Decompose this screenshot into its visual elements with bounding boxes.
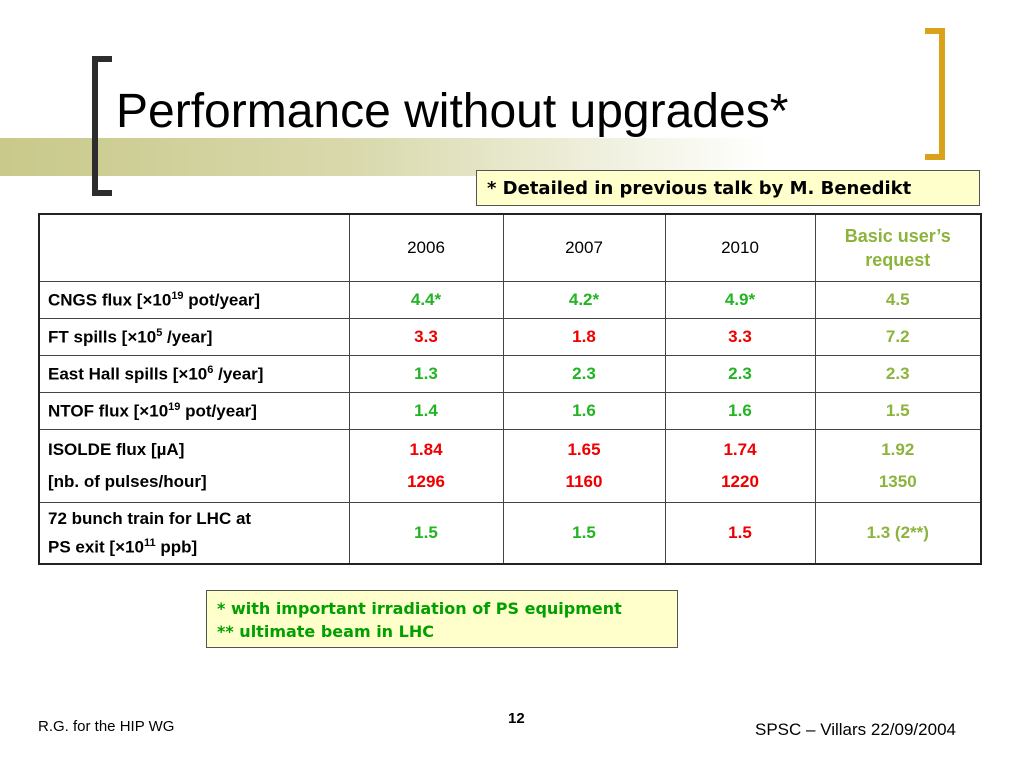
lhc-2006: 1.5 xyxy=(348,502,504,565)
footnote-irradiation: * with important irradiation of PS equip… xyxy=(217,599,622,618)
ft-label-base: 10 xyxy=(137,327,157,347)
ft-request: 7.2 xyxy=(814,318,982,356)
row-label-ntof: NTOF flux [×1019 pot/year] xyxy=(38,392,350,430)
note-footnotes: * with important irradiation of PS equip… xyxy=(206,590,678,648)
cngs-label-pre: CNGS flux [ xyxy=(48,290,143,310)
lhc-label-pre: PS exit [ xyxy=(48,537,116,557)
ft-2010: 3.3 xyxy=(664,318,816,356)
easthall-label-times: × xyxy=(178,364,189,384)
ntof-2006: 1.4 xyxy=(348,392,504,430)
isolde-2010-flux: 1.74 xyxy=(723,440,757,459)
isolde-2007: 1.65 1160 xyxy=(502,429,666,503)
header-2007: 2007 xyxy=(502,213,666,282)
footnote-ultimate-beam: ** ultimate beam in LHC xyxy=(217,622,434,641)
note-detailed-talk: * Detailed in previous talk by M. Benedi… xyxy=(476,170,980,206)
row-label-ft: FT spills [×105 /year] xyxy=(38,318,350,356)
row-label-easthall: East Hall spills [×106 /year] xyxy=(38,355,350,393)
ft-label-post: /year] xyxy=(162,327,213,347)
ft-label-exp: 5 xyxy=(156,326,163,339)
easthall-2010: 2.3 xyxy=(664,355,816,393)
easthall-2007: 2.3 xyxy=(502,355,666,393)
row-label-cngs: CNGS flux [×1019 pot/year] xyxy=(38,281,350,319)
title-band xyxy=(0,138,1024,176)
cngs-2006: 4.4* xyxy=(348,281,504,319)
easthall-label-post: /year] xyxy=(213,364,264,384)
isolde-2007-flux: 1.65 xyxy=(567,440,601,459)
row-label-lhc: 72 bunch train for LHC at PS exit [×1011… xyxy=(38,502,350,565)
ft-2007: 1.8 xyxy=(502,318,666,356)
header-2010: 2010 xyxy=(664,213,816,282)
ntof-label-exp: 19 xyxy=(168,400,181,413)
table-row-cngs: CNGS flux [×1019 pot/year] 4.4* 4.2* 4.9* 4.… xyxy=(38,281,982,319)
cngs-label-times: × xyxy=(142,290,153,310)
table-row-lhc: 72 bunch train for LHC at PS exit [×1011… xyxy=(38,502,982,565)
row-label-isolde: ISOLDE flux [µA] [nb. of pulses/hour] xyxy=(38,429,350,503)
ntof-2010: 1.6 xyxy=(664,392,816,430)
header-2006: 2006 xyxy=(348,213,504,282)
ntof-label-post: pot/year] xyxy=(180,401,257,421)
header-empty-cell xyxy=(38,213,350,282)
cngs-request: 4.5 xyxy=(814,281,982,319)
lhc-2010: 1.5 xyxy=(664,502,816,565)
isolde-request: 1.92 1350 xyxy=(814,429,982,503)
lhc-label-line1: 72 bunch train for LHC at xyxy=(48,508,252,528)
cngs-label-exp: 19 xyxy=(171,289,184,302)
isolde-2006-flux: 1.84 xyxy=(409,440,443,459)
table-row-isolde: ISOLDE flux [µA] [nb. of pulses/hour] 1.… xyxy=(38,429,982,503)
isolde-2006-pulses: 1296 xyxy=(407,472,445,491)
ft-label-times: × xyxy=(127,327,138,347)
header-row: 2006 2007 2010 Basic user’s request xyxy=(38,213,982,282)
lhc-exp: 11 xyxy=(143,536,156,549)
isolde-label-pulses: [nb. of pulses/hour] xyxy=(48,472,207,491)
isolde-request-flux: 1.92 xyxy=(881,440,915,459)
easthall-label-base: 10 xyxy=(188,364,208,384)
cngs-label-post: pot/year] xyxy=(183,290,261,310)
cngs-2010: 4.9* xyxy=(664,281,816,319)
table-row-ft: FT spills [×105 /year] 3.3 1.8 3.3 7.2 xyxy=(38,318,982,356)
page-number: 12 xyxy=(508,710,525,727)
isolde-label-flux: ISOLDE flux [µA] xyxy=(48,440,185,459)
easthall-request: 2.3 xyxy=(814,355,982,393)
left-bracket-decoration xyxy=(92,56,112,196)
ft-label-pre: FT spills [ xyxy=(48,327,128,347)
header-basic-request: Basic user’s request xyxy=(814,213,982,282)
right-bracket-decoration xyxy=(925,28,945,160)
slide-title: Performance without upgrades* xyxy=(116,85,789,138)
lhc-times: × xyxy=(115,537,126,557)
isolde-2007-pulses: 1160 xyxy=(565,472,603,491)
performance-table: 2006 2007 2010 Basic user’s request CNGS… xyxy=(38,213,982,565)
ntof-label-base: 10 xyxy=(149,401,169,421)
ft-2006: 3.3 xyxy=(348,318,504,356)
cngs-label-base: 10 xyxy=(152,290,172,310)
isolde-request-pulses: 1350 xyxy=(878,472,917,491)
isolde-2006: 1.84 1296 xyxy=(348,429,504,503)
footer-author: R.G. for the HIP WG xyxy=(38,718,175,735)
ntof-2007: 1.6 xyxy=(502,392,666,430)
easthall-label-exp: 6 xyxy=(207,363,214,376)
isolde-2010-pulses: 1220 xyxy=(721,472,759,491)
footer-event: SPSC – Villars 22/09/2004 xyxy=(755,720,956,739)
ntof-label-times: × xyxy=(139,401,150,421)
header-basic-line2: request xyxy=(865,250,931,270)
isolde-2010: 1.74 1220 xyxy=(664,429,816,503)
easthall-2006: 1.3 xyxy=(348,355,504,393)
lhc-label-post: ppb] xyxy=(155,537,198,557)
lhc-2007: 1.5 xyxy=(502,502,666,565)
lhc-base: 10 xyxy=(125,537,144,557)
easthall-label-pre: East Hall spills [ xyxy=(48,364,179,384)
header-basic-line1: Basic user’s xyxy=(844,226,951,246)
cngs-2007: 4.2* xyxy=(502,281,666,319)
ntof-request: 1.5 xyxy=(814,392,982,430)
ntof-label-pre: NTOF flux [ xyxy=(48,401,140,421)
table-row-ntof: NTOF flux [×1019 pot/year] 1.4 1.6 1.6 1.5 xyxy=(38,392,982,430)
table-row-easthall: East Hall spills [×106 /year] 1.3 2.3 2.3 2.… xyxy=(38,355,982,393)
lhc-request: 1.3 (2**) xyxy=(814,502,982,565)
